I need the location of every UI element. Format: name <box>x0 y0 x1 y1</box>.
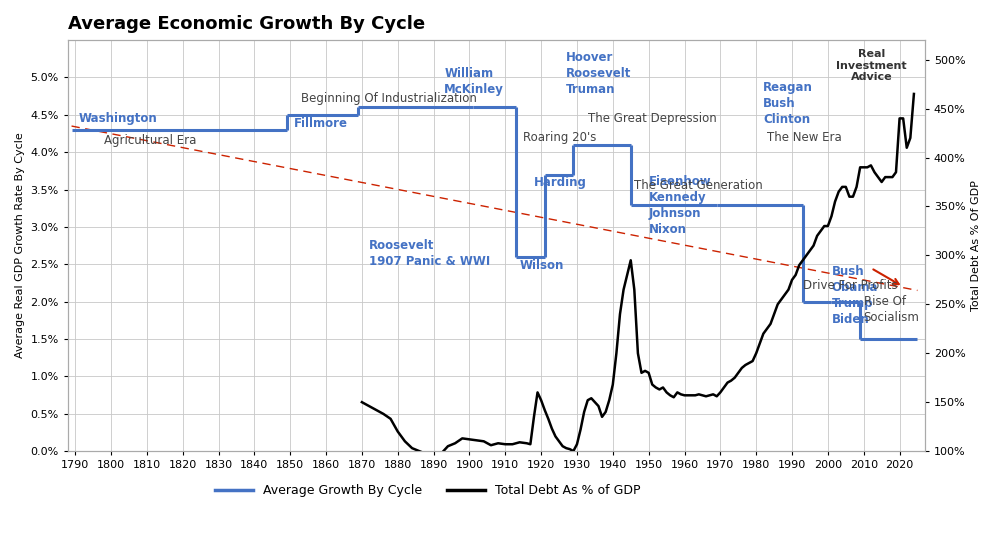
Text: Agricultural Era: Agricultural Era <box>104 134 196 147</box>
Text: Real
Investment
Advice: Real Investment Advice <box>837 49 906 82</box>
Text: Drive For Profits: Drive For Profits <box>803 278 897 292</box>
Text: Rise Of
Socialism: Rise Of Socialism <box>864 295 919 324</box>
Y-axis label: Average Real GDP Growth Rate By Cycle: Average Real GDP Growth Rate By Cycle <box>15 133 25 359</box>
Text: Hoover
Roosevelt
Truman: Hoover Roosevelt Truman <box>566 51 631 96</box>
Text: The New Era: The New Era <box>767 130 842 144</box>
Text: The Great Generation: The Great Generation <box>634 179 763 192</box>
Text: Eisenhow
Kennedy
Johnson
Nixon: Eisenhow Kennedy Johnson Nixon <box>648 175 711 236</box>
Text: The Great Depression: The Great Depression <box>588 112 716 125</box>
Text: Average Economic Growth By Cycle: Average Economic Growth By Cycle <box>68 15 425 33</box>
Text: Fillmore: Fillmore <box>294 117 348 130</box>
Text: Washington: Washington <box>79 112 157 125</box>
Text: Reagan
Bush
Clinton: Reagan Bush Clinton <box>763 81 814 126</box>
Text: Roosevelt
1907 Panic & WWI: Roosevelt 1907 Panic & WWI <box>370 239 490 268</box>
Text: Bush
Obama
Trump
Biden: Bush Obama Trump Biden <box>832 265 877 326</box>
Text: Beginning Of Industrialization: Beginning Of Industrialization <box>301 92 477 105</box>
Text: Wilson: Wilson <box>520 259 564 272</box>
Legend: Average Growth By Cycle, Total Debt As % of GDP: Average Growth By Cycle, Total Debt As %… <box>210 479 645 502</box>
Y-axis label: Total Debt As % Of GDP: Total Debt As % Of GDP <box>971 180 981 311</box>
Text: Harding: Harding <box>534 176 587 188</box>
Text: Roaring 20's: Roaring 20's <box>523 130 597 144</box>
Text: William
McKinley: William McKinley <box>444 67 504 96</box>
